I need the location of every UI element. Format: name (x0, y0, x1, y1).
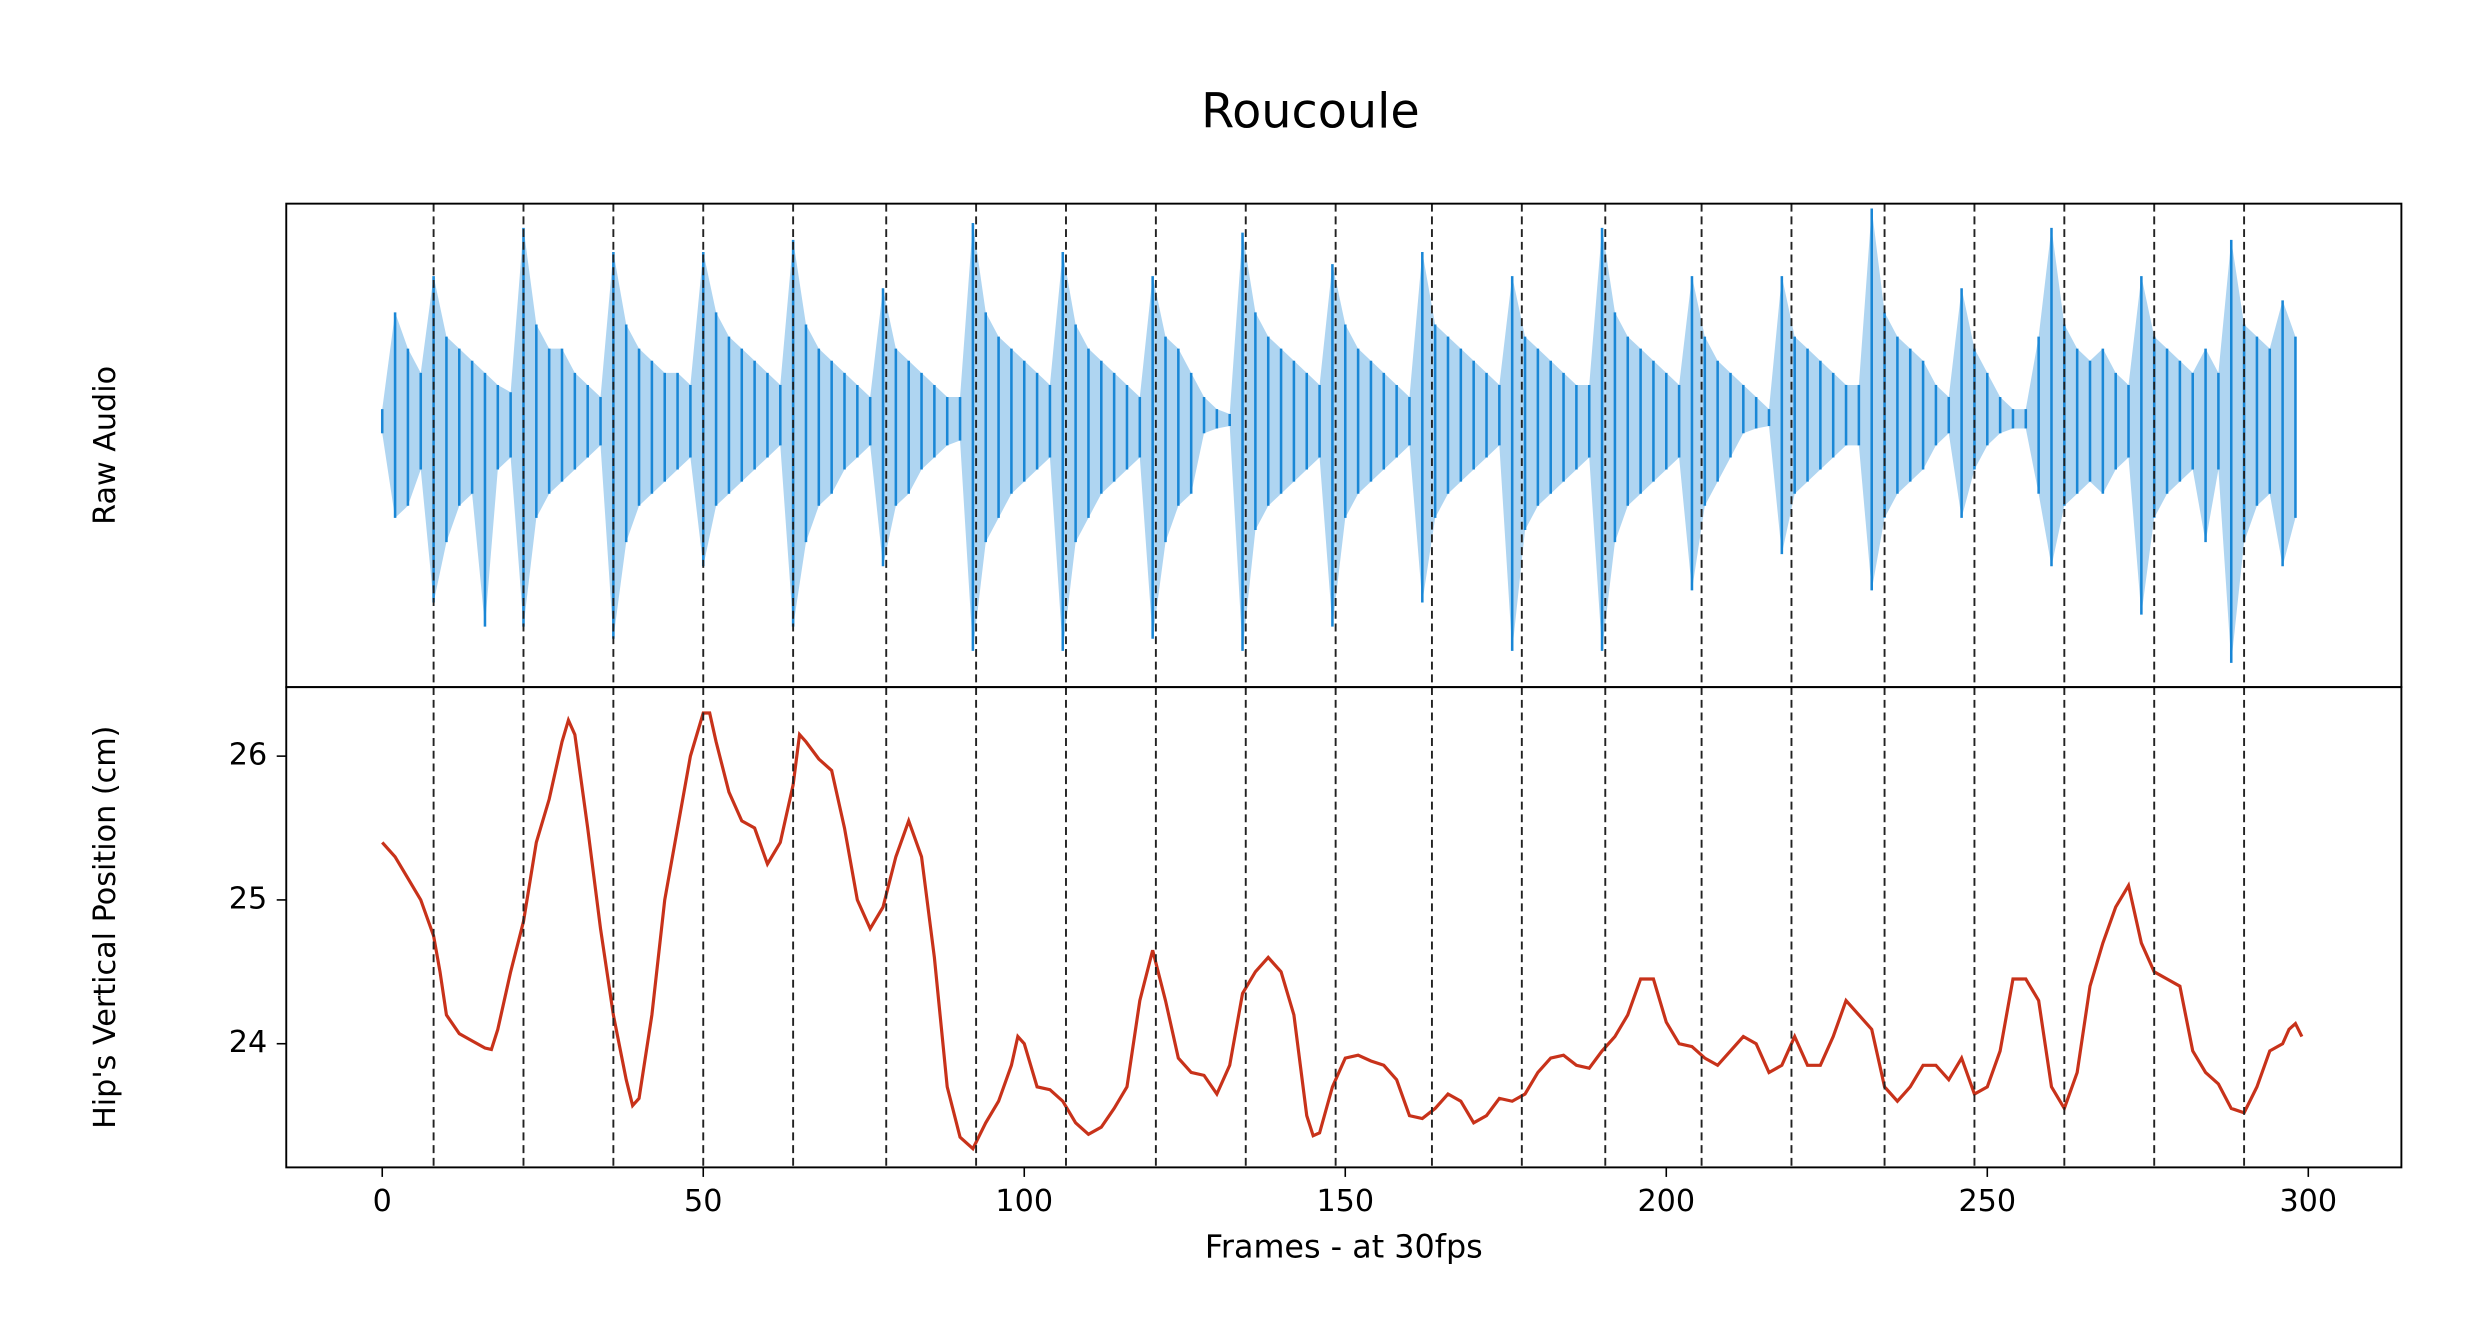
y-axis-label: Hip's Vertical Position (cm) (88, 726, 123, 1129)
figure-title: Roucoule (1201, 85, 1420, 140)
x-tick-label: 200 (1637, 1184, 1695, 1219)
axes-frame (285, 686, 2403, 1169)
hip-line (381, 711, 2304, 1152)
y-axis-label: Raw Audio (88, 366, 123, 525)
x-tick-label: 150 (1316, 1184, 1374, 1219)
x-tick-label: 0 (373, 1184, 392, 1219)
x-axis-label: Frames - at 30fps (1205, 1228, 1483, 1265)
y-tick-label: 25 (229, 881, 267, 916)
audio-envelope (382, 208, 2296, 663)
y-tick-label: 26 (229, 738, 267, 773)
x-tick-label: 50 (684, 1184, 722, 1219)
y-tick-label: 24 (229, 1025, 267, 1060)
x-tick-label: 300 (2279, 1184, 2337, 1219)
x-tick-label: 100 (995, 1184, 1053, 1219)
x-tick-label: 250 (1958, 1184, 2016, 1219)
